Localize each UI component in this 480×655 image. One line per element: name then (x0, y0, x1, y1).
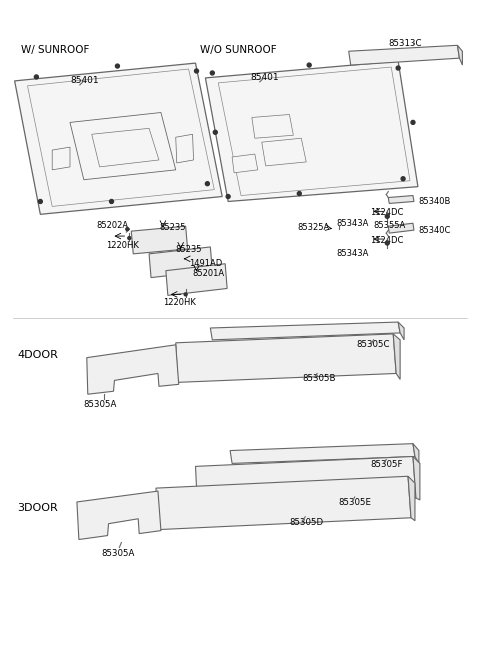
Text: 85305A: 85305A (102, 550, 135, 559)
Polygon shape (166, 264, 227, 295)
Circle shape (210, 71, 214, 75)
Circle shape (297, 192, 301, 196)
Text: 85202A: 85202A (96, 221, 129, 231)
Circle shape (38, 200, 42, 204)
Text: 1124DC: 1124DC (371, 236, 404, 245)
Polygon shape (349, 45, 459, 65)
Text: 85305D: 85305D (289, 517, 324, 527)
Polygon shape (149, 247, 212, 278)
Text: 3DOOR: 3DOOR (18, 503, 59, 513)
Polygon shape (413, 457, 420, 500)
Text: 85305E: 85305E (339, 498, 372, 507)
Text: 85235: 85235 (159, 223, 185, 233)
Text: 85201A: 85201A (192, 269, 225, 278)
Polygon shape (398, 322, 404, 340)
Polygon shape (205, 61, 418, 202)
Text: 85355A: 85355A (373, 221, 406, 231)
Text: 1124DC: 1124DC (371, 208, 404, 217)
Text: 85235: 85235 (176, 245, 202, 254)
Polygon shape (176, 334, 396, 383)
Circle shape (126, 228, 129, 231)
Circle shape (396, 66, 400, 70)
Text: 85343A: 85343A (337, 219, 369, 228)
Circle shape (35, 75, 38, 79)
Circle shape (128, 236, 131, 240)
Text: 85340B: 85340B (418, 196, 450, 206)
Polygon shape (77, 491, 161, 540)
Polygon shape (457, 45, 462, 65)
Text: 4DOOR: 4DOOR (18, 350, 59, 360)
Circle shape (411, 121, 415, 124)
Circle shape (213, 130, 217, 134)
Polygon shape (70, 113, 176, 179)
Text: 85305A: 85305A (84, 400, 117, 409)
Circle shape (205, 181, 209, 185)
Polygon shape (87, 345, 179, 394)
Text: 85340C: 85340C (418, 226, 450, 235)
Circle shape (226, 195, 230, 198)
Circle shape (116, 64, 120, 68)
Polygon shape (413, 443, 419, 463)
Text: 85401: 85401 (70, 76, 98, 85)
Circle shape (385, 214, 389, 218)
Text: W/O SUNROOF: W/O SUNROOF (201, 45, 277, 55)
Text: 85343A: 85343A (337, 249, 369, 258)
Polygon shape (252, 115, 293, 138)
Text: 85305C: 85305C (357, 340, 390, 349)
Polygon shape (131, 226, 188, 254)
Polygon shape (210, 322, 400, 340)
Polygon shape (393, 334, 400, 379)
Text: 85305F: 85305F (371, 460, 403, 470)
Text: 85305B: 85305B (302, 375, 336, 383)
Circle shape (194, 69, 199, 73)
Circle shape (184, 293, 187, 296)
Polygon shape (156, 476, 411, 530)
Circle shape (401, 177, 405, 181)
Text: 85313C: 85313C (388, 39, 422, 48)
Text: 85325A: 85325A (297, 223, 330, 233)
Polygon shape (388, 223, 414, 233)
Polygon shape (230, 443, 415, 463)
Circle shape (307, 63, 311, 67)
Polygon shape (176, 134, 193, 163)
Text: W/ SUNROOF: W/ SUNROOF (21, 45, 89, 55)
Text: 1491AD: 1491AD (189, 259, 222, 268)
Text: 1220HK: 1220HK (163, 298, 196, 307)
Polygon shape (388, 196, 414, 204)
Polygon shape (52, 147, 70, 170)
Text: 85401: 85401 (250, 73, 278, 82)
Text: 1220HK: 1220HK (107, 241, 139, 250)
Polygon shape (195, 457, 416, 508)
Polygon shape (262, 138, 306, 166)
Polygon shape (92, 128, 159, 167)
Circle shape (109, 200, 113, 204)
Polygon shape (232, 154, 258, 173)
Circle shape (385, 241, 389, 245)
Polygon shape (14, 63, 222, 214)
Polygon shape (408, 476, 415, 521)
